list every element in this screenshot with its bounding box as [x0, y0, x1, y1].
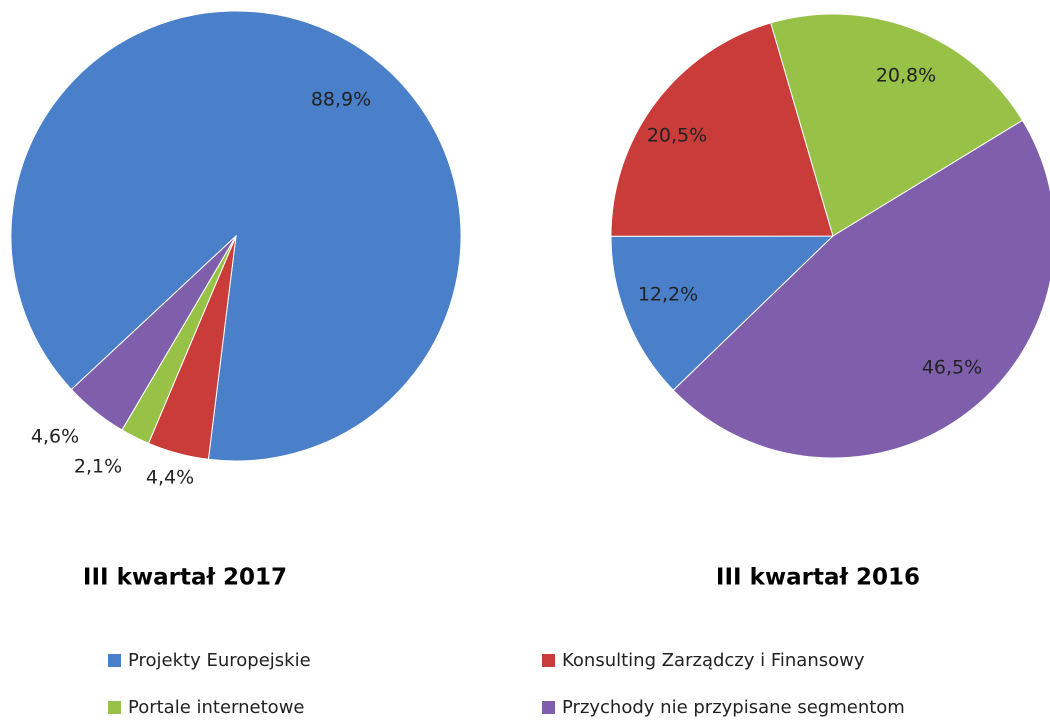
pie-slice	[770, 13, 1024, 237]
data-label: 12,2%	[638, 284, 698, 306]
legend-swatch	[108, 654, 121, 667]
pie-slice	[610, 235, 835, 391]
legend-swatch	[542, 701, 555, 714]
data-label: 46,5%	[922, 357, 982, 379]
pie-slice	[610, 22, 834, 237]
chart-title: III kwartał 2017	[83, 565, 287, 591]
legend-swatch	[108, 701, 121, 714]
data-label: 88,9%	[311, 89, 371, 111]
data-label: 4,4%	[146, 467, 194, 489]
data-label: 4,6%	[31, 426, 79, 448]
legend-label: Projekty Europejskie	[128, 650, 311, 671]
data-label: 20,5%	[647, 125, 707, 147]
data-label: 2,1%	[74, 456, 122, 478]
data-label: 20,8%	[876, 65, 936, 87]
chart-title: III kwartał 2016	[716, 565, 920, 591]
legend-swatch	[542, 654, 555, 667]
legend-label: Konsulting Zarządczy i Finansowy	[562, 650, 865, 671]
legend-label: Przychody nie przypisane segmentom	[562, 697, 905, 718]
pie-slice	[672, 119, 1050, 459]
legend-label: Portale internetowe	[128, 697, 304, 718]
pie-slice	[70, 235, 237, 431]
